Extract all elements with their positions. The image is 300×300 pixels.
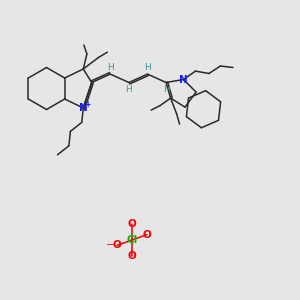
- Text: H: H: [125, 85, 132, 94]
- Text: +: +: [84, 100, 90, 109]
- Text: −: −: [106, 240, 115, 250]
- Text: H: H: [144, 63, 151, 72]
- Text: O: O: [142, 230, 152, 240]
- Text: O: O: [128, 250, 136, 261]
- Text: N: N: [79, 103, 88, 113]
- Text: N: N: [179, 74, 188, 85]
- Text: H: H: [163, 85, 170, 94]
- Text: O: O: [112, 240, 122, 250]
- Text: Cl: Cl: [126, 235, 138, 245]
- Text: H: H: [107, 63, 114, 72]
- Text: O: O: [128, 219, 136, 230]
